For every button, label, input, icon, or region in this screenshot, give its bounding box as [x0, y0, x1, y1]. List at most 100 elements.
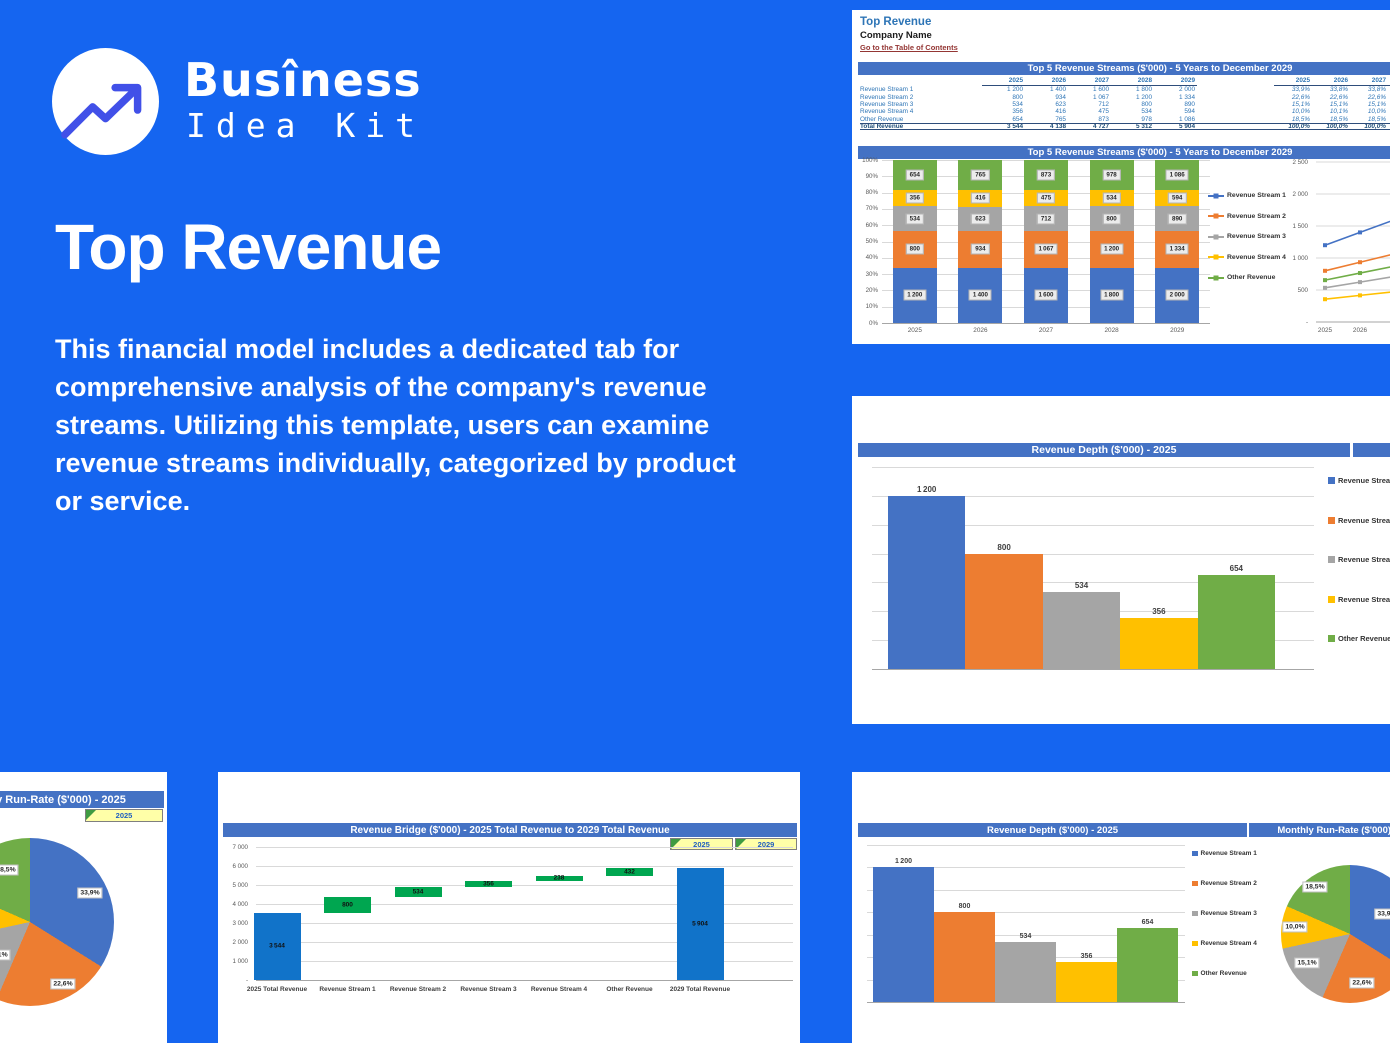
dropdown-corner-flag [671, 839, 681, 849]
pie-pct-label: 33,9% [1374, 908, 1390, 920]
y-axis-tick: 20% [865, 286, 878, 294]
gridline [256, 847, 793, 848]
value-cell: 1 200 [1007, 86, 1023, 94]
end-year-dropdown[interactable]: 2029 [735, 838, 797, 850]
value-cell: 534 [1012, 100, 1023, 108]
total-value-cell: 4 727 [1068, 122, 1111, 131]
trend-arrow-icon [52, 48, 159, 155]
waterfall-value-label: 3 544 [269, 942, 285, 950]
legend-line-marker [1208, 213, 1224, 219]
legend-swatch [1192, 880, 1198, 887]
gridline [256, 904, 793, 905]
legend-swatch [1328, 516, 1335, 524]
legend-label: Revenue Stream 4 [1200, 940, 1257, 947]
legend-item: Revenue Stream 1 [1328, 476, 1390, 485]
waterfall-step-bar [465, 880, 512, 888]
year-filter-value: 2025 [115, 811, 133, 820]
value-cell: 1 086 [1179, 115, 1195, 123]
gridline [867, 912, 1185, 913]
legend-swatch [1192, 850, 1198, 857]
value-cell: 934 [1055, 93, 1066, 101]
legend-item: Revenue Stream 2 [1208, 213, 1286, 220]
brand-wordmark-line1: Busîness [184, 53, 422, 107]
segment-value-label: 534 [1102, 192, 1121, 204]
x-axis-label: 2026 [973, 327, 988, 334]
dropdown-corner-flag [86, 810, 96, 820]
bar-value-label: 800 [958, 903, 971, 910]
year-header: 2026 [1025, 76, 1068, 86]
pie-pct-label: 10,0% [1282, 921, 1308, 933]
legend-label: Revenue Stream 1 [1227, 192, 1286, 199]
year-filter-dropdown[interactable]: 2025 [85, 809, 163, 822]
page-title: Top Revenue [55, 211, 442, 283]
y-axis-tick: 10% [865, 303, 878, 311]
pie-pct-label: 33,9% [77, 887, 103, 899]
x-axis-label: 2028 [1104, 327, 1119, 334]
pct-cell: 10,0% [1367, 108, 1386, 116]
waterfall-total-bar [253, 912, 301, 980]
pie-pct-label: 18,5% [1302, 881, 1328, 893]
legend-swatch [1328, 556, 1335, 563]
legend-label: Revenue Stream 3 [1338, 555, 1390, 564]
segment-value-label: 2 000 [1165, 289, 1189, 301]
pct-year-header: 2026 [1312, 76, 1350, 86]
waterfall-value-label: 238 [553, 874, 565, 882]
depth-bar [888, 495, 966, 669]
segment-value-label: 978 [1102, 169, 1121, 181]
y-axis-tick: 500 [1297, 286, 1308, 294]
legend-item: Other Revenue [1328, 634, 1390, 643]
segment-value-label: 934 [971, 243, 990, 255]
year-header: 2025 [982, 76, 1025, 86]
panel-depth-and-runrate: Revenue Depth ($'000) - 2025 Monthly Run… [852, 772, 1390, 1043]
pct-cell: 22,6% [1367, 93, 1386, 101]
gridline [867, 1002, 1185, 1003]
total-value-cell: 3 544 [982, 122, 1025, 131]
table-of-contents-link[interactable]: Go to the Table of Contents [860, 43, 958, 52]
value-cell: 475 [1098, 108, 1109, 116]
pct-cell: 15,1% [1329, 100, 1348, 108]
revenue-table: 202520262027202820292025202620272028Reve… [860, 76, 1390, 131]
bar-value-label: 356 [1152, 606, 1166, 616]
brand-logo [52, 48, 159, 155]
y-axis-tick: 1 000 [1292, 254, 1308, 262]
segment-value-label: 873 [1036, 169, 1056, 181]
value-cell: 1 200 [1136, 93, 1152, 101]
y-axis-tick: 6 000 [232, 862, 248, 870]
legend-label: Other Revenue [1200, 970, 1247, 977]
y-axis-tick: 3 000 [232, 919, 248, 927]
gridline [867, 934, 1185, 936]
legend-line-marker [1208, 193, 1224, 198]
gridline [882, 323, 1210, 324]
pct-cell: 22,6% [1291, 93, 1310, 101]
x-axis-label: Other Revenue [606, 986, 653, 993]
value-cell: 1 334 [1179, 93, 1195, 101]
x-axis-label: 2025 [1317, 327, 1333, 334]
start-year-dropdown[interactable]: 2025 [670, 838, 733, 850]
y-axis-tick: 1 000 [232, 957, 248, 965]
year-header: 2028 [1111, 76, 1154, 86]
legend-item: Revenue Stream 3 [1328, 555, 1390, 564]
y-axis-tick: - [1305, 318, 1308, 326]
value-cell: 654 [1012, 115, 1023, 123]
gridline [872, 553, 1314, 555]
value-cell: 712 [1098, 100, 1109, 108]
pct-cell: 33,8% [1329, 86, 1348, 94]
depth-bar [965, 553, 1043, 669]
y-axis-tick: 50% [865, 238, 878, 245]
legend-swatch [1328, 477, 1335, 484]
segment-value-label: 356 [905, 192, 924, 204]
value-cell: 800 [1141, 100, 1152, 108]
value-cell: 416 [1055, 108, 1066, 116]
end-year-value: 2029 [757, 839, 775, 849]
sheet-title: Top Revenue [860, 16, 932, 28]
gridline [256, 961, 793, 962]
pct-cell: 18,5% [1367, 115, 1386, 123]
legend-swatch [1328, 635, 1335, 642]
x-axis-label: Revenue Stream 3 [460, 986, 517, 993]
y-axis-tick: - [245, 976, 248, 984]
segment-value-label: 890 [1168, 213, 1187, 225]
pct-year-header: 2028 [1388, 76, 1390, 86]
dropdown-corner-flag [736, 839, 746, 849]
bar-value-label: 654 [1141, 919, 1154, 927]
table-cell [1197, 122, 1274, 131]
